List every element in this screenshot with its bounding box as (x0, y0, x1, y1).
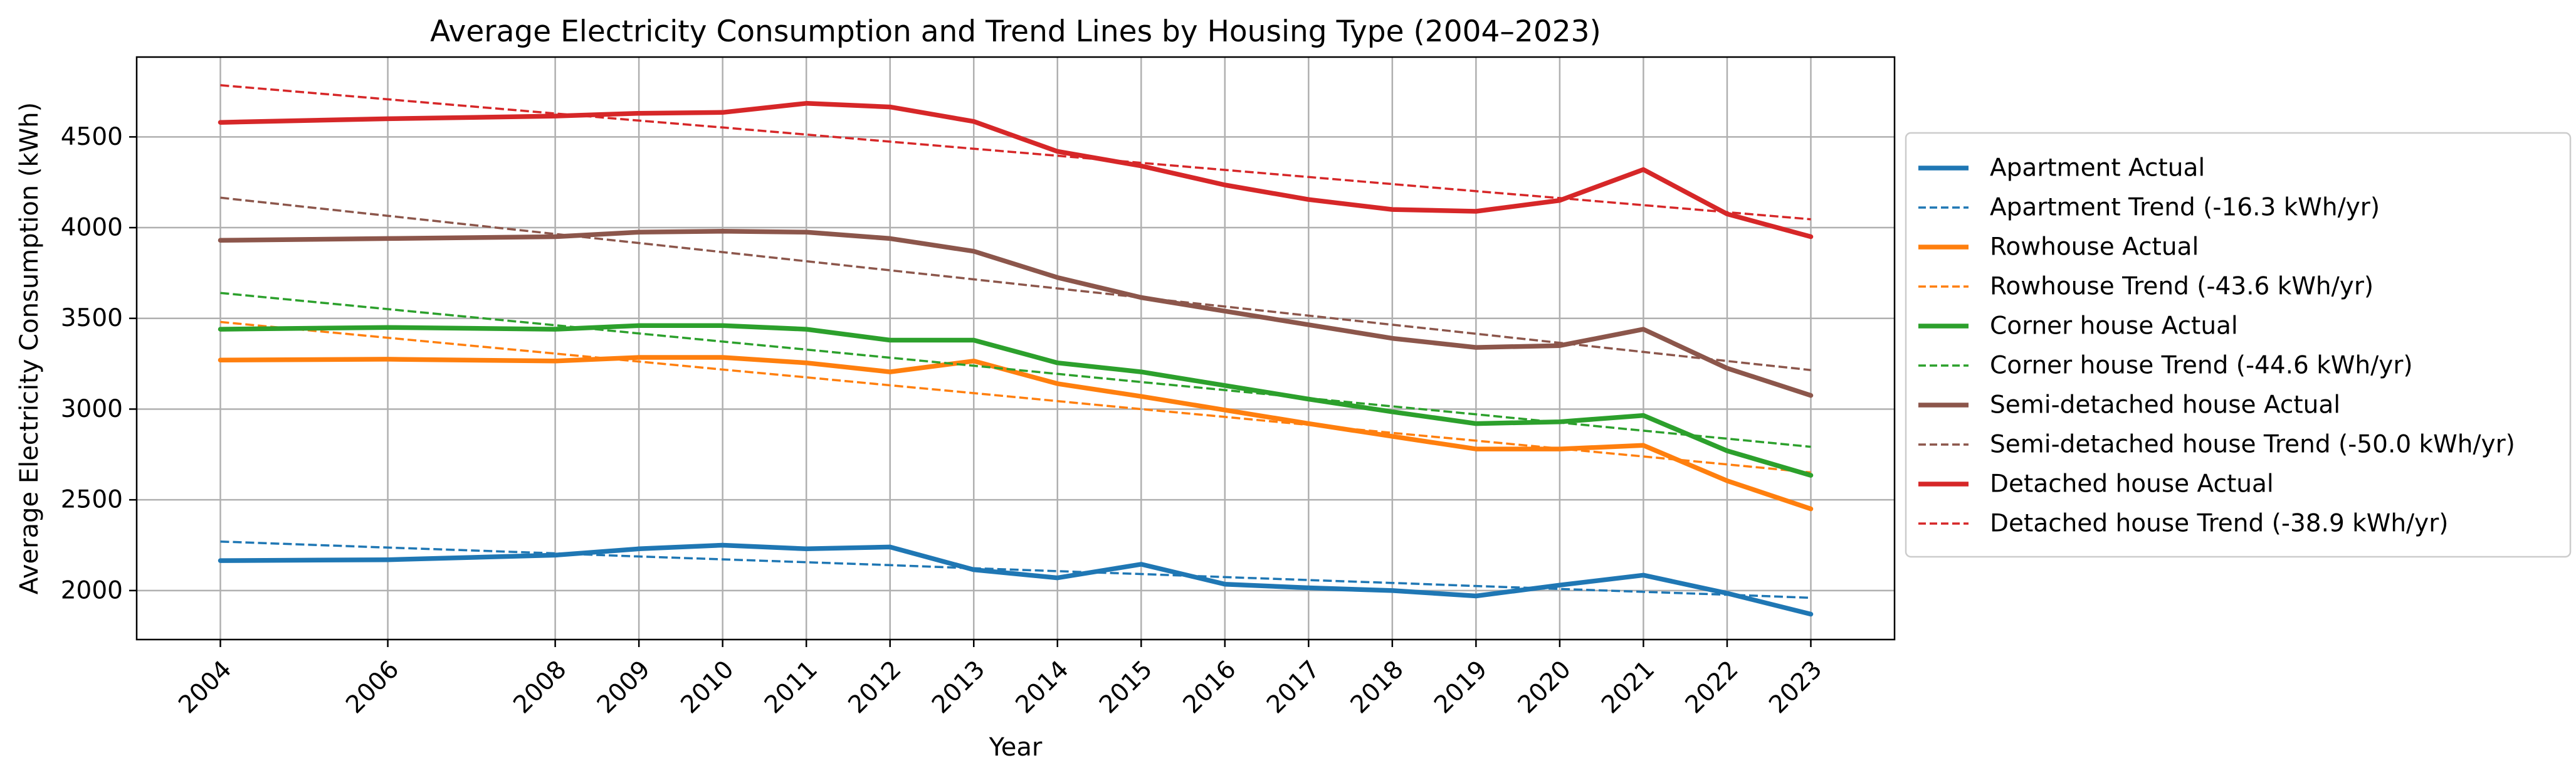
legend-label-0: Apartment Actual (1990, 154, 2205, 182)
series-lines (218, 84, 1814, 617)
y-tick-label: 2500 (61, 486, 123, 514)
series-line-7 (220, 196, 1811, 371)
series-line-5 (220, 292, 1811, 448)
legend-label-9: Detached house Trend (-38.9 kWh/yr) (1990, 510, 2449, 538)
legend-label-3: Rowhouse Trend (-43.6 kWh/yr) (1990, 273, 2374, 301)
legend: Apartment Actual Apartment Trend (-16.3 k… (1905, 132, 2572, 558)
x-axis-label: Year (989, 733, 1043, 762)
legend-label-1: Apartment Trend (-16.3 kWh/yr) (1990, 194, 2380, 222)
y-tick-label: 4500 (61, 123, 123, 151)
legend-label-5: Corner house Trend (-44.6 kWh/yr) (1990, 352, 2413, 380)
series-line-4 (218, 323, 1814, 478)
legend-label-7: Semi-detached house Trend (-50.0 kWh/yr) (1990, 431, 2515, 459)
y-tick-label: 3000 (61, 395, 123, 423)
y-tick-label: 3500 (61, 304, 123, 332)
series-line-6 (218, 229, 1814, 398)
legend-label-4: Corner house Actual (1990, 312, 2238, 340)
plot-frame (135, 56, 1896, 641)
legend-box (1905, 132, 2572, 558)
series-line-2 (218, 355, 1814, 512)
chart-title: Average Electricity Consumption and Tren… (430, 14, 1601, 49)
series-line-1 (220, 540, 1811, 599)
legend-label-6: Semi-detached house Actual (1990, 391, 2340, 419)
y-axis-label: Average Electricity Consumption (kWh) (15, 102, 44, 594)
y-tick-label: 4000 (61, 214, 123, 242)
legend-label-8: Detached house Actual (1990, 470, 2274, 498)
series-line-9 (220, 84, 1811, 221)
series-line-0 (218, 542, 1814, 617)
y-tick-label: 2000 (61, 576, 123, 604)
series-line-3 (220, 320, 1811, 474)
legend-label-2: Rowhouse Actual (1990, 233, 2199, 261)
